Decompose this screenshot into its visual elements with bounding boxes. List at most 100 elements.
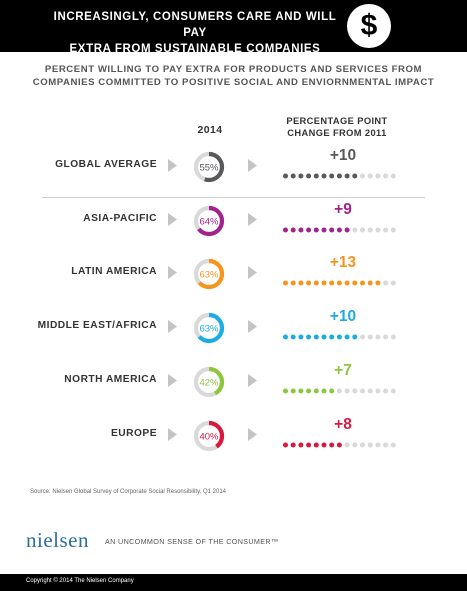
change-value: +8: [334, 416, 352, 433]
dot-filled: [298, 388, 304, 394]
dot-empty: [383, 173, 389, 179]
pointer-triangle-icon: [248, 428, 257, 441]
dot-empty: [383, 227, 389, 233]
percent-label: 63%: [199, 270, 219, 281]
pointer-triangle-icon: [248, 320, 257, 333]
change-dots: [283, 227, 396, 233]
dot-empty: [390, 334, 396, 340]
dot-empty: [383, 280, 389, 286]
dot-filled: [344, 173, 350, 179]
dot-filled: [336, 173, 342, 179]
nielsen-logo: nielsen: [26, 528, 89, 552]
dot-filled: [321, 442, 327, 448]
change-value: +7: [334, 362, 352, 379]
dot-empty: [352, 442, 358, 448]
dot-empty: [383, 334, 389, 340]
dot-filled: [321, 334, 327, 340]
percent-donut: 63%: [193, 258, 225, 290]
percent-label: 40%: [199, 432, 219, 443]
dot-filled: [290, 442, 296, 448]
change-dots: [283, 334, 396, 340]
divider-line: [42, 197, 425, 198]
chart-row: EUROPE 40% +8: [0, 414, 467, 458]
dot-empty: [383, 388, 389, 394]
dot-filled: [313, 334, 319, 340]
region-label: EUROPE: [110, 428, 157, 439]
donut-arc: [193, 366, 225, 398]
dot-empty: [375, 388, 381, 394]
change-value: +10: [329, 147, 357, 164]
change-value: +10: [329, 308, 357, 325]
donut-arc: [193, 258, 225, 290]
dot-filled: [298, 442, 304, 448]
column-header-change: PERCENTAGE POINT CHANGE FROM 2011: [272, 115, 402, 139]
dot-filled: [360, 280, 365, 286]
dot-empty: [390, 173, 396, 179]
percent-label: 63%: [199, 324, 219, 335]
dot-filled: [313, 388, 319, 394]
dot-empty: [375, 442, 381, 448]
dot-empty: [367, 173, 373, 179]
source-note: Source: Nielsen Global Survey of Corpora…: [30, 489, 226, 495]
donut-arc: [193, 151, 225, 183]
change-dots: [283, 442, 396, 448]
dot-filled: [336, 442, 342, 448]
percent-label: 42%: [199, 378, 219, 389]
dot-filled: [298, 280, 304, 286]
region-label: MIDDLE EAST/AFRICA: [37, 320, 157, 331]
dot-filled: [306, 227, 312, 233]
dot-filled: [336, 280, 342, 286]
dot-filled: [329, 280, 335, 286]
percent-donut: 42%: [193, 366, 225, 398]
copyright: Copyright © 2014 The Nielsen Company: [26, 578, 134, 584]
dot-filled: [367, 280, 373, 286]
column-header-year: 2014: [197, 124, 223, 136]
dot-empty: [390, 227, 396, 233]
dot-filled: [321, 280, 327, 286]
dot-empty: [352, 227, 358, 233]
dot-empty: [383, 442, 389, 448]
dot-filled: [329, 334, 335, 340]
chart-row: GLOBAL AVERAGE 55% +10: [0, 145, 467, 189]
region-label: GLOBAL AVERAGE: [55, 159, 157, 170]
pointer-triangle-icon: [168, 374, 177, 387]
dot-empty: [367, 442, 373, 448]
dot-empty: [390, 442, 396, 448]
percent-donut: 63%: [193, 312, 225, 344]
dot-filled: [329, 173, 335, 179]
donut-arc: [193, 312, 225, 344]
change-value: +13: [329, 254, 357, 271]
subtitle-line-1: PERCENT WILLING TO PAY EXTRA FOR PRODUCT…: [44, 64, 423, 75]
dot-filled: [321, 227, 327, 233]
dot-filled: [298, 227, 304, 233]
dot-empty: [360, 442, 365, 448]
dot-filled: [344, 334, 350, 340]
chart-row: MIDDLE EAST/AFRICA 63% +10: [0, 306, 467, 350]
dot-filled: [283, 173, 288, 179]
page-title: INCREASINGLY, CONSUMERS CARE AND WILL PA…: [50, 9, 340, 57]
percent-donut: 64%: [193, 205, 225, 237]
dot-empty: [367, 334, 373, 340]
pointer-triangle-icon: [168, 213, 177, 226]
chart-row: ASIA-PACIFIC 64% +9: [0, 199, 467, 243]
dot-filled: [306, 334, 312, 340]
dot-filled: [344, 227, 350, 233]
change-dots: [283, 280, 396, 286]
percent-donut: 40%: [193, 420, 225, 452]
donut-arc: [193, 205, 225, 237]
dot-filled: [329, 388, 335, 394]
chart-row: NORTH AMERICA 42% +7: [0, 360, 467, 404]
dot-filled: [321, 388, 327, 394]
dot-filled: [306, 388, 312, 394]
dot-filled: [375, 280, 381, 286]
chart-row: LATIN AMERICA 63% +13: [0, 252, 467, 296]
donut-arc: [193, 420, 225, 452]
dot-empty: [352, 388, 358, 394]
pointer-triangle-icon: [168, 320, 177, 333]
dot-filled: [306, 280, 312, 286]
dot-filled: [329, 442, 335, 448]
dollar-sign-icon: $: [347, 4, 391, 48]
percent-donut: 55%: [193, 151, 225, 183]
dot-filled: [329, 227, 335, 233]
dot-filled: [313, 173, 319, 179]
